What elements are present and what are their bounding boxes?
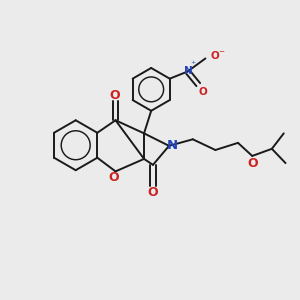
Text: O: O xyxy=(108,171,119,184)
Text: O: O xyxy=(109,89,120,102)
Text: O: O xyxy=(148,186,158,199)
Text: O: O xyxy=(248,157,258,169)
Text: $^+$: $^+$ xyxy=(189,60,197,69)
Text: O: O xyxy=(198,87,207,97)
Text: N: N xyxy=(167,139,178,152)
Text: N: N xyxy=(184,66,193,76)
Text: O$^{-}$: O$^{-}$ xyxy=(210,50,226,61)
